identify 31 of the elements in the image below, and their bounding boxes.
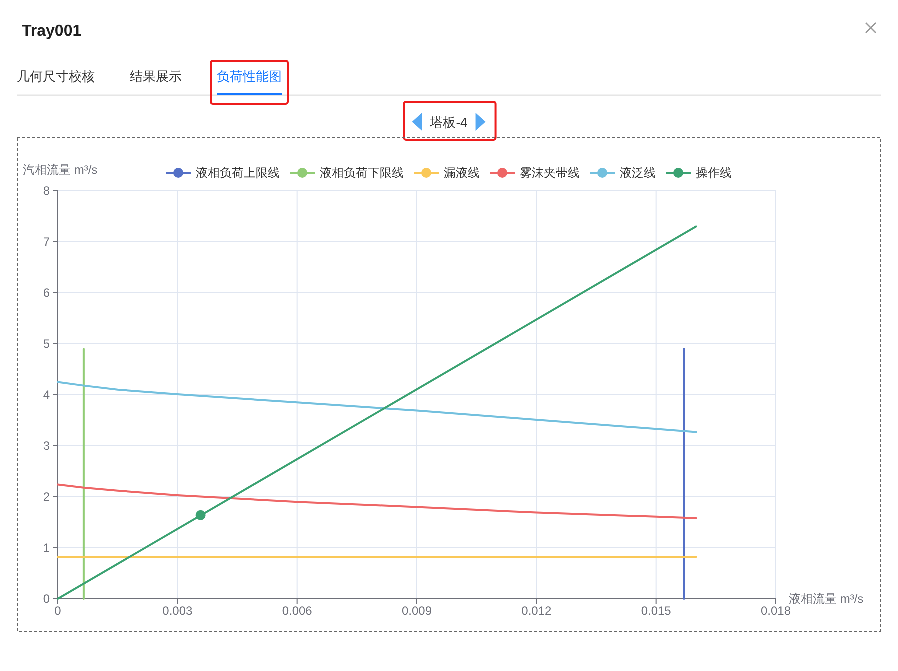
legend-label: 液相负荷下限线: [320, 166, 404, 180]
legend-label: 雾沫夹带线: [520, 166, 580, 180]
y-tick-label: 2: [43, 490, 50, 504]
legend-label: 操作线: [696, 166, 732, 180]
y-tick-label: 3: [43, 439, 50, 453]
y-tick-label: 6: [43, 286, 50, 300]
y-tick-label: 7: [43, 235, 50, 249]
x-tick-label: 0.006: [282, 604, 313, 618]
x-tick-label: 0.003: [162, 604, 194, 618]
legend-label: 液泛线: [620, 166, 656, 180]
legend-label: 液相负荷上限线: [196, 166, 280, 180]
x-tick-label: 0.015: [641, 604, 672, 618]
y-tick-label: 1: [43, 541, 50, 555]
y-tick-label: 5: [43, 337, 50, 351]
y-tick-label: 0: [43, 592, 50, 606]
legend-label: 漏液线: [444, 166, 480, 180]
y-axis-title: 汽相流量 m³/s: [23, 163, 98, 177]
x-tick-label: 0: [54, 604, 62, 618]
line-series: [57, 484, 698, 520]
x-tick-label: 0.018: [760, 604, 792, 618]
text: 结果展示: [130, 69, 182, 84]
y-tick-label: 4: [43, 388, 50, 402]
text: 负荷性能图: [217, 69, 282, 84]
chart-title: Tray001: [22, 23, 82, 40]
x-tick-label: 0.012: [522, 604, 552, 618]
x-axis-title: 液相流量 m³/s: [789, 592, 864, 606]
y-tick-label: 8: [43, 184, 50, 198]
line-series: [57, 381, 698, 434]
x-tick-label: 0.009: [402, 604, 432, 618]
text: 几何尺寸校核: [17, 69, 95, 84]
chart-subtitle: 塔板-4: [429, 115, 468, 130]
